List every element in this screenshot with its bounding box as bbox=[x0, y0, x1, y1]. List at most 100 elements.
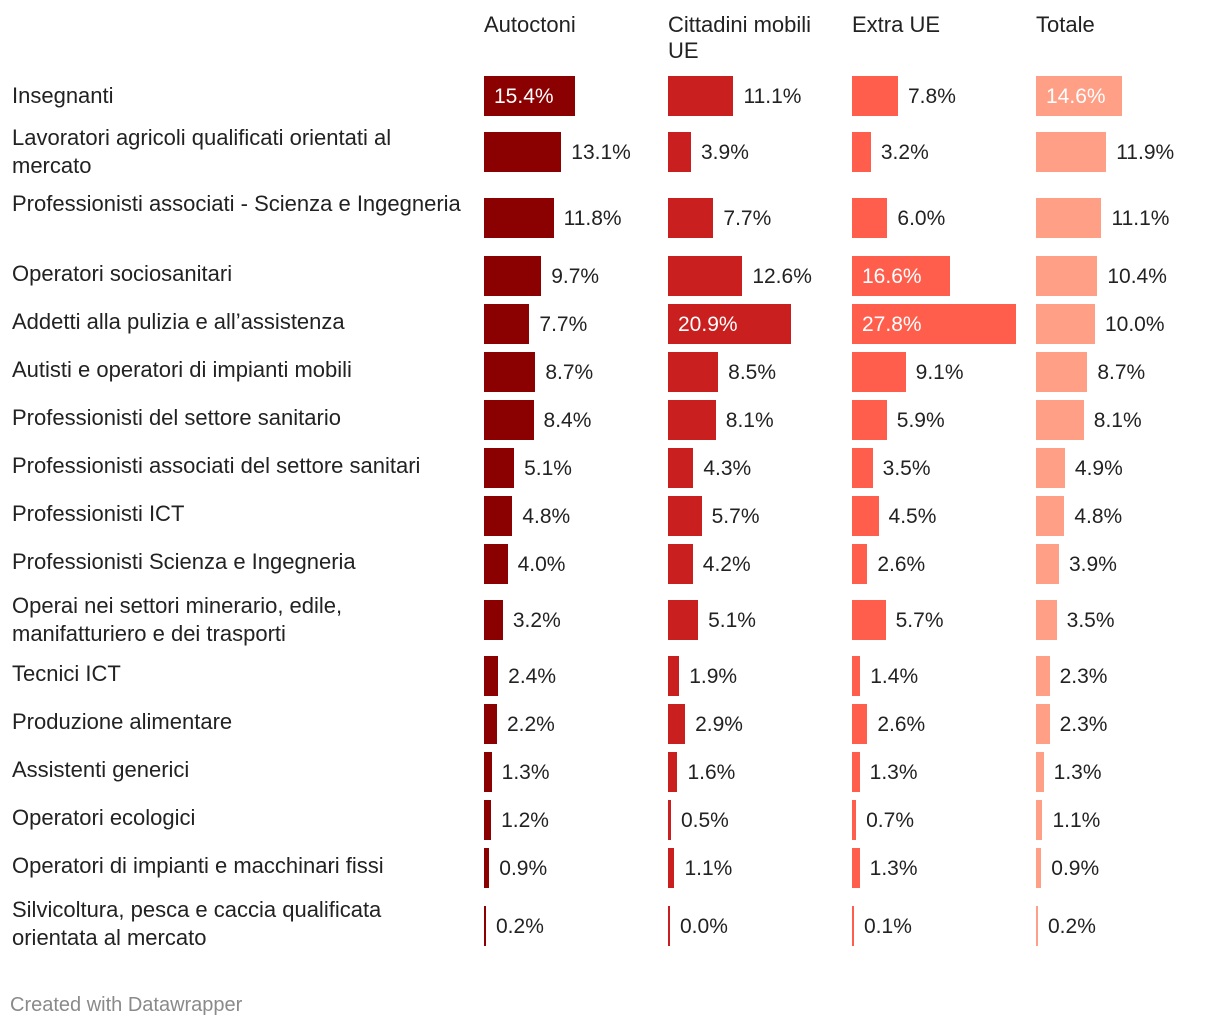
bar bbox=[1036, 600, 1057, 640]
value-label: 8.1% bbox=[1093, 409, 1142, 432]
value-label: 27.8% bbox=[862, 313, 922, 336]
row-label: Professionisti ICT bbox=[12, 501, 185, 526]
value-label: 6.0% bbox=[897, 207, 946, 230]
bar bbox=[1036, 304, 1095, 344]
row-label: Professionisti Scienza e Ingegneria bbox=[12, 549, 356, 574]
value-label: 4.0% bbox=[517, 553, 566, 576]
value-label: 1.4% bbox=[870, 665, 919, 688]
value-label: 3.5% bbox=[882, 457, 931, 480]
footer-credit: Created with Datawrapper bbox=[10, 994, 243, 1016]
bar bbox=[668, 544, 693, 584]
value-label: 1.6% bbox=[687, 761, 736, 784]
bar bbox=[1036, 448, 1065, 488]
bar bbox=[1036, 906, 1038, 946]
value-label: 0.0% bbox=[680, 915, 728, 938]
value-label: 8.1% bbox=[725, 409, 774, 432]
value-label: 5.9% bbox=[896, 409, 945, 432]
bar bbox=[668, 800, 671, 840]
value-label: 0.5% bbox=[680, 809, 729, 832]
value-label: 2.4% bbox=[508, 665, 557, 688]
bar bbox=[852, 256, 950, 296]
value-label: 9.7% bbox=[551, 265, 600, 288]
bar bbox=[668, 704, 686, 744]
bar bbox=[668, 198, 714, 238]
bar bbox=[852, 76, 898, 116]
value-label: 15.4% bbox=[494, 85, 554, 108]
value-label: 9.1% bbox=[915, 361, 964, 384]
value-label: 4.2% bbox=[702, 553, 751, 576]
bar bbox=[484, 400, 534, 440]
row-label: Insegnanti bbox=[12, 83, 114, 108]
value-label: 3.9% bbox=[701, 141, 749, 164]
bar bbox=[852, 906, 854, 946]
bar bbox=[484, 800, 492, 840]
value-label: 1.9% bbox=[689, 665, 738, 688]
value-label: 3.9% bbox=[1069, 553, 1117, 576]
value-label: 1.3% bbox=[501, 761, 550, 784]
row-label: Operai nei settori minerario, edile, man… bbox=[12, 593, 343, 646]
bar bbox=[484, 132, 562, 172]
value-label: 4.9% bbox=[1074, 457, 1123, 480]
column-header-3: Extra UE bbox=[852, 12, 941, 37]
bar bbox=[668, 752, 678, 792]
value-label: 1.3% bbox=[1053, 761, 1102, 784]
value-label: 11.1% bbox=[743, 85, 802, 108]
bar bbox=[1036, 352, 1088, 392]
value-label: 1.2% bbox=[501, 809, 549, 832]
column-header-2: Cittadini mobili UE bbox=[668, 12, 812, 63]
bar bbox=[668, 906, 670, 946]
row-label: Silvicoltura, pesca e caccia qualificata… bbox=[12, 897, 382, 950]
row-label: Professionisti associati - Scienza e Ing… bbox=[12, 191, 461, 216]
value-label: 8.5% bbox=[728, 361, 777, 384]
value-label: 11.1% bbox=[1111, 207, 1170, 230]
bar bbox=[852, 656, 861, 696]
column-header-4: Totale bbox=[1036, 12, 1095, 37]
bar bbox=[852, 352, 906, 392]
value-label: 3.5% bbox=[1066, 609, 1115, 632]
value-label: 4.8% bbox=[1074, 505, 1123, 528]
bar bbox=[668, 600, 699, 640]
value-label: 1.1% bbox=[1052, 809, 1101, 832]
row-label: Produzione alimentare bbox=[12, 709, 233, 734]
row-label: Operatori sociosanitari bbox=[12, 261, 233, 286]
bar bbox=[1036, 752, 1044, 792]
bar bbox=[668, 256, 743, 296]
bar bbox=[668, 352, 719, 392]
value-label: 2.3% bbox=[1059, 713, 1108, 736]
bar bbox=[1036, 132, 1107, 172]
value-label: 7.7% bbox=[723, 207, 772, 230]
value-label: 5.7% bbox=[895, 609, 944, 632]
value-label: 16.6% bbox=[862, 265, 922, 288]
row-label: Operatori ecologici bbox=[12, 805, 196, 830]
bar bbox=[484, 76, 575, 116]
value-label: 7.8% bbox=[908, 85, 956, 108]
row-label: Professionisti associati del settore san… bbox=[12, 453, 421, 478]
bar bbox=[484, 752, 492, 792]
value-label: 0.1% bbox=[864, 915, 912, 938]
bar bbox=[484, 256, 542, 296]
bar bbox=[484, 906, 486, 946]
value-label: 1.3% bbox=[869, 857, 918, 880]
bar bbox=[1036, 848, 1042, 888]
value-label: 7.7% bbox=[539, 313, 588, 336]
value-label: 0.9% bbox=[1051, 857, 1100, 880]
row-label: Addetti alla pulizia e all’assistenza bbox=[12, 309, 345, 334]
value-label: 0.2% bbox=[1048, 915, 1096, 938]
bar bbox=[852, 848, 860, 888]
value-label: 2.6% bbox=[877, 713, 926, 736]
bar bbox=[1036, 800, 1043, 840]
bar bbox=[852, 544, 868, 584]
bar bbox=[852, 704, 868, 744]
value-label: 2.2% bbox=[506, 713, 555, 736]
bar bbox=[484, 352, 536, 392]
bar bbox=[668, 400, 716, 440]
bar bbox=[668, 304, 792, 344]
value-label: 11.9% bbox=[1116, 141, 1175, 164]
bar bbox=[1036, 704, 1050, 744]
value-label: 8.4% bbox=[543, 409, 592, 432]
bar bbox=[852, 496, 879, 536]
value-label: 8.7% bbox=[1097, 361, 1146, 384]
value-label: 12.6% bbox=[752, 265, 812, 288]
value-label: 4.8% bbox=[522, 505, 571, 528]
bar bbox=[484, 848, 490, 888]
